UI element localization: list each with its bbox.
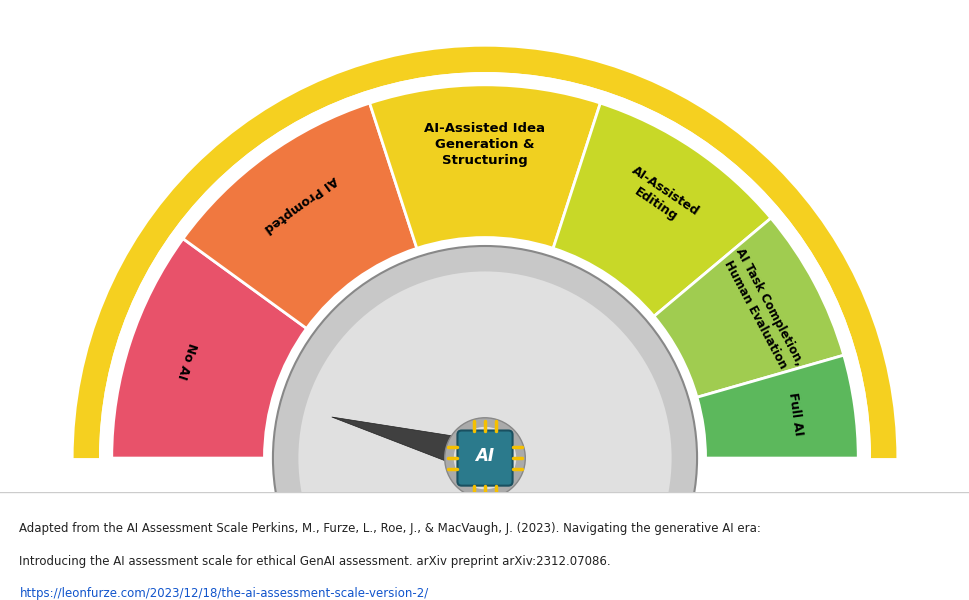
Circle shape: [298, 271, 671, 600]
Wedge shape: [99, 72, 870, 458]
Wedge shape: [653, 218, 843, 397]
Text: AI-Assisted Idea
Generation &
Structuring: AI-Assisted Idea Generation & Structurin…: [424, 122, 545, 167]
Wedge shape: [74, 47, 895, 458]
Text: Introducing the AI assessment scale for ethical GenAI assessment. arXiv preprint: Introducing the AI assessment scale for …: [19, 554, 610, 568]
FancyBboxPatch shape: [457, 431, 512, 485]
Text: Full AI: Full AI: [786, 392, 804, 437]
Wedge shape: [552, 103, 770, 316]
Circle shape: [453, 426, 516, 490]
Text: AI Prompted: AI Prompted: [261, 173, 339, 235]
Text: https://leonfurze.com/2023/12/18/the-ai-assessment-scale-version-2/: https://leonfurze.com/2023/12/18/the-ai-…: [19, 587, 428, 600]
Text: AI-Assisted
Editing: AI-Assisted Editing: [619, 164, 701, 232]
Wedge shape: [369, 85, 600, 248]
Polygon shape: [331, 417, 505, 475]
Wedge shape: [183, 103, 417, 328]
Text: AI: AI: [475, 448, 494, 466]
Wedge shape: [272, 246, 697, 458]
Wedge shape: [111, 239, 306, 458]
Text: Adapted from the AI Assessment Scale Perkins, M., Furze, L., Roe, J., & MacVaugh: Adapted from the AI Assessment Scale Per…: [19, 522, 761, 535]
Circle shape: [444, 418, 525, 499]
Wedge shape: [265, 238, 704, 458]
Wedge shape: [697, 355, 858, 458]
Text: No AI: No AI: [174, 341, 199, 381]
Circle shape: [272, 246, 697, 600]
Text: AI Task Completion,
Human Evaluation: AI Task Completion, Human Evaluation: [718, 246, 805, 376]
